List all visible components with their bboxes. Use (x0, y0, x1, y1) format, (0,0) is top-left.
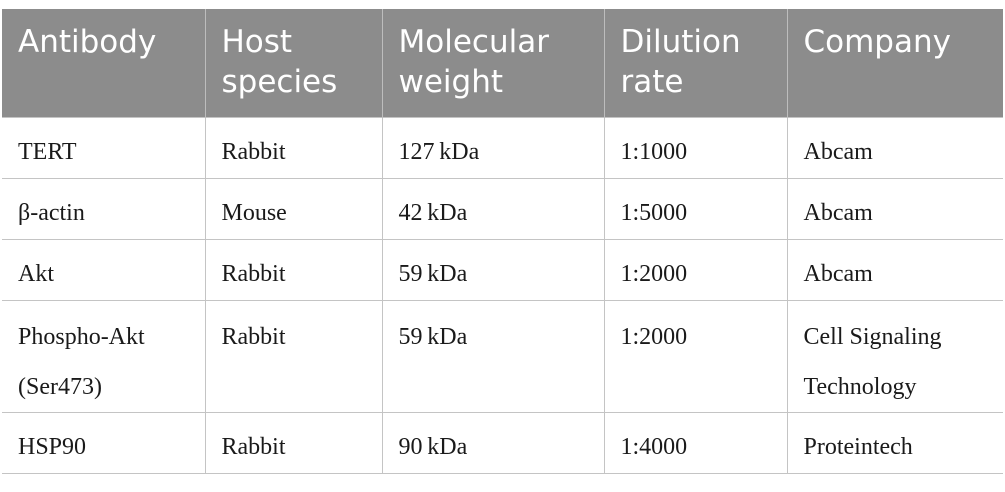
header-dilution-rate-line-1: Dilution (620, 24, 741, 60)
cell-dilution: 1:5000 (603, 178, 788, 240)
table-header: Antibody Host species Molecular weight D… (2, 9, 1003, 118)
cell-mw-text: 42 kDa (398, 200, 468, 226)
cell-company: Abcam (786, 239, 1003, 301)
antibody-table: Antibody Host species Molecular weight D… (2, 9, 1003, 474)
cell-antibody-text: TERT (18, 139, 77, 165)
cell-host-text: Rabbit (221, 139, 286, 165)
cell-dilution-text: 1:2000 (620, 261, 688, 287)
cell-dilution: 1:2000 (603, 300, 788, 413)
cell-company-text: Abcam (803, 200, 873, 226)
cell-host-text: Rabbit (221, 434, 286, 460)
cell-mw: 127 kDa (381, 117, 605, 179)
cell-dilution-text: 1:2000 (620, 324, 688, 350)
table-body: TERT Rabbit 127 kDa 1:1000 Abcam β-actin… (2, 117, 1003, 474)
table-row: β-actin Mouse 42 kDa 1:5000 Abcam (2, 178, 1003, 240)
cell-antibody-text: HSP90 (18, 434, 87, 460)
cell-antibody-line-2: (Ser473) (18, 374, 102, 400)
cell-mw-text: 59 kDa (398, 261, 468, 287)
cell-host: Rabbit (204, 239, 383, 301)
cell-company-line-1: Cell Signaling (803, 324, 942, 350)
cell-antibody: HSP90 (2, 412, 206, 474)
cell-company-line-2: Technology (803, 374, 917, 400)
header-host-species: Host species (204, 9, 383, 118)
header-antibody: Antibody (2, 9, 206, 118)
cell-company: Abcam (786, 178, 1003, 240)
cell-host: Rabbit (204, 412, 383, 474)
cell-dilution: 1:1000 (603, 117, 788, 179)
header-antibody-line-1: Antibody (18, 24, 157, 60)
cell-host-text: Rabbit (221, 261, 286, 287)
table-row: Akt Rabbit 59 kDa 1:2000 Abcam (2, 239, 1003, 301)
cell-antibody: Akt (2, 239, 206, 301)
header-host-species-line-1: Host (221, 24, 293, 60)
table-row: HSP90 Rabbit 90 kDa 1:4000 Proteintech (2, 412, 1003, 474)
cell-mw: 42 kDa (381, 178, 605, 240)
cell-antibody: Phospho-Akt (Ser473) (2, 300, 206, 413)
cell-dilution-text: 1:5000 (620, 200, 688, 226)
cell-company: Cell Signaling Technology (786, 300, 1003, 413)
cell-host-text: Rabbit (221, 324, 286, 350)
cell-company-text: Abcam (803, 261, 873, 287)
cell-antibody: β-actin (2, 178, 206, 240)
cell-mw: 90 kDa (381, 412, 605, 474)
table-row: TERT Rabbit 127 kDa 1:1000 Abcam (2, 117, 1003, 179)
cell-host: Rabbit (204, 117, 383, 179)
cell-dilution: 1:4000 (603, 412, 788, 474)
table-row: Phospho-Akt (Ser473) Rabbit 59 kDa 1:200… (2, 300, 1003, 413)
header-molecular-weight-line-1: Molecular (398, 24, 549, 60)
cell-mw-text: 59 kDa (398, 324, 468, 350)
header-company-line-1: Company (803, 24, 951, 60)
cell-company-text: Proteintech (803, 434, 913, 460)
cell-antibody-text: Akt (18, 261, 54, 287)
cell-mw: 59 kDa (381, 239, 605, 301)
header-dilution-rate: Dilution rate (603, 9, 788, 118)
header-host-species-line-2: species (221, 64, 338, 100)
cell-mw-text: 127 kDa (398, 139, 480, 165)
cell-host: Mouse (204, 178, 383, 240)
cell-mw-text: 90 kDa (398, 434, 468, 460)
cell-dilution-text: 1:1000 (620, 139, 688, 165)
cell-company: Proteintech (786, 412, 1003, 474)
cell-host: Rabbit (204, 300, 383, 413)
header-company: Company (786, 9, 1003, 118)
cell-mw: 59 kDa (381, 300, 605, 413)
header-molecular-weight-line-2: weight (398, 64, 504, 100)
header-molecular-weight: Molecular weight (381, 9, 605, 118)
cell-company-text: Abcam (803, 139, 873, 165)
cell-antibody: TERT (2, 117, 206, 179)
header-dilution-rate-line-2: rate (620, 64, 684, 100)
header-row: Antibody Host species Molecular weight D… (2, 9, 1003, 118)
cell-company: Abcam (786, 117, 1003, 179)
cell-dilution: 1:2000 (603, 239, 788, 301)
cell-host-text: Mouse (221, 200, 287, 226)
cell-dilution-text: 1:4000 (620, 434, 688, 460)
cell-antibody-text: β-actin (18, 200, 85, 226)
cell-antibody-line-1: Phospho-Akt (18, 324, 145, 350)
